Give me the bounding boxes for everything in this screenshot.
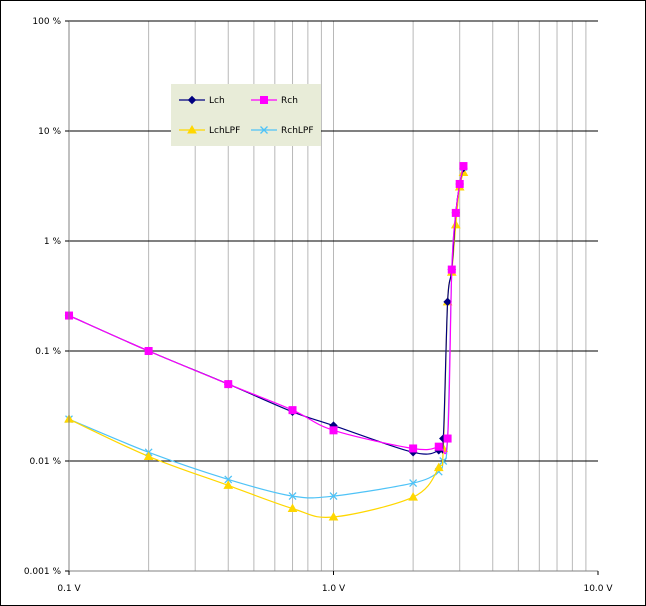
- axes: 100 % 10 % 1 % 0.1 % 0.01 % 0.001 % 0.1 V 1.0 V…: [24, 17, 614, 594]
- legend-marker-rch: [260, 96, 268, 104]
- point-lchlpf: [223, 480, 234, 489]
- point-rchlpf-stroke: [288, 492, 297, 501]
- point-rch: [455, 179, 464, 188]
- point-rch: [288, 406, 297, 415]
- x-tick-label: 1.0 V: [322, 584, 346, 594]
- point-rchlpf: [224, 475, 233, 484]
- point-lchlpf: [408, 492, 418, 501]
- legend-marker-rchlpf-stroke: [260, 126, 268, 134]
- legend-label-rch: Rch: [281, 96, 298, 106]
- point-rchlpf: [409, 479, 418, 488]
- point-lchlpf: [433, 462, 444, 472]
- point-lch: [443, 297, 452, 307]
- point-rch: [443, 434, 452, 443]
- legend-label-rchlpf: RchLPF: [281, 126, 314, 136]
- legend-box: [171, 84, 321, 146]
- point-rch: [459, 162, 468, 171]
- point-rch: [451, 208, 460, 217]
- y-tick-label: 0.001 %: [24, 567, 62, 577]
- point-rch: [447, 265, 456, 274]
- point-rchlpf: [329, 492, 338, 501]
- legend-label-lch: Lch: [209, 96, 225, 106]
- legend-marker-lch: [187, 95, 197, 105]
- legend-marker-rchlpf: [260, 126, 268, 134]
- y-tick-label: 100 %: [32, 17, 61, 27]
- point-rch: [144, 347, 153, 355]
- y-tick-label: 0.1 %: [35, 347, 61, 357]
- point-rchlpf: [288, 492, 297, 501]
- x-tick-label: 10.0 V: [583, 584, 613, 594]
- point-rch: [409, 444, 418, 453]
- point-lchlpf: [450, 219, 461, 229]
- point-lchlpf: [143, 451, 154, 460]
- y-tick-label: 1 %: [44, 237, 62, 247]
- x-tick-label: 0.1 V: [57, 584, 81, 594]
- point-rchlpf-stroke: [329, 492, 338, 501]
- y-tick-label: 10 %: [38, 127, 61, 137]
- point-rch: [434, 442, 443, 451]
- point-lchlpf: [287, 503, 298, 512]
- legend-label-lchlpf: LchLPF: [209, 126, 240, 136]
- legend-marker-lchlpf: [187, 124, 197, 134]
- point-rchlpf-stroke: [224, 475, 233, 484]
- point-rch: [224, 380, 233, 389]
- point-rchlpf-stroke: [409, 479, 418, 488]
- point-rch: [329, 426, 338, 435]
- y-tick-label: 0.01 %: [30, 457, 62, 467]
- legend: Lch Rch LchLPF RchLPF: [171, 84, 321, 146]
- point-lchlpf: [328, 511, 339, 521]
- grid: [68, 20, 598, 572]
